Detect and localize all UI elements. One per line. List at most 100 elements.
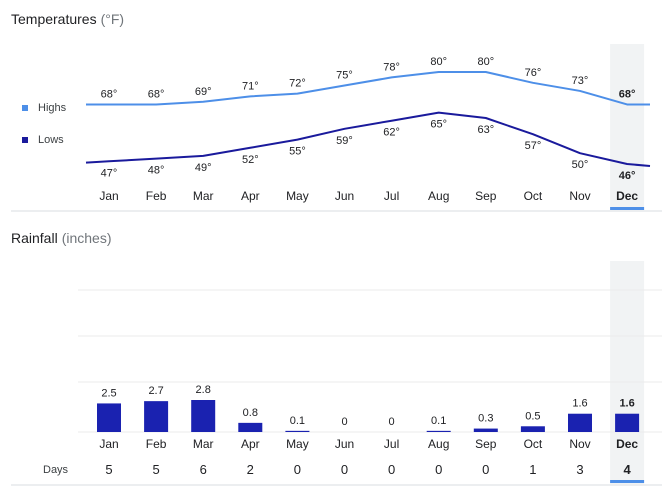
- days-label: Days: [43, 464, 69, 476]
- highs-line: [86, 71, 650, 106]
- rain-days-dec: 4: [623, 462, 631, 477]
- rain-days-feb: 5: [152, 462, 159, 477]
- lows-line: [85, 111, 651, 167]
- rain-label-jun: 0: [341, 416, 347, 428]
- rain-bar-apr: [238, 422, 263, 432]
- selected-month-underline-rain: [610, 480, 645, 483]
- rain-month-oct[interactable]: Oct: [524, 437, 543, 451]
- rain-label-jul: 0: [389, 416, 395, 428]
- high-label-jul: 78°: [383, 61, 400, 73]
- temp-month-feb[interactable]: Feb: [146, 189, 167, 203]
- lows-legend-swatch: [22, 137, 28, 143]
- rain-bar-oct: [520, 426, 545, 432]
- rain-label-apr: 0.8: [243, 407, 258, 419]
- low-label-dec: 46°: [619, 170, 636, 182]
- low-label-jan: 47°: [101, 167, 118, 179]
- selected-month-highlight-temp: [610, 44, 645, 210]
- low-label-oct: 57°: [525, 140, 542, 152]
- rain-bar-nov: [568, 413, 592, 432]
- rain-month-mar[interactable]: Mar: [193, 437, 214, 451]
- high-label-dec: 68°: [619, 88, 636, 100]
- high-label-apr: 71°: [242, 80, 259, 92]
- temperature-chart: 68° 68° 69° 71° 72° 75° 78° 80° 80° 76° 73° 68° 47° 4…: [85, 56, 651, 203]
- temperature-title: Temperatures (°F): [11, 11, 124, 27]
- rain-days-mar: 6: [200, 462, 207, 477]
- rain-month-jan[interactable]: Jan: [99, 437, 118, 451]
- rain-month-sep[interactable]: Sep: [475, 437, 497, 451]
- high-label-may: 72°: [289, 78, 306, 90]
- selected-month-highlight-rain: [610, 261, 645, 484]
- high-label-jan: 68°: [101, 88, 118, 100]
- rain-days-may: 0: [294, 462, 301, 477]
- rain-label-may: 0.1: [290, 415, 305, 427]
- rain-month-nov[interactable]: Nov: [569, 437, 590, 451]
- high-label-feb: 68°: [148, 88, 165, 100]
- rain-label-dec: 1.6: [619, 398, 634, 410]
- rain-label-mar: 2.8: [196, 384, 211, 396]
- rain-bar-feb: [144, 401, 169, 432]
- rain-days-apr: 2: [247, 462, 254, 477]
- temp-month-sep[interactable]: Sep: [475, 189, 497, 203]
- temp-month-aug[interactable]: Aug: [428, 189, 449, 203]
- rain-label-feb: 2.7: [148, 385, 163, 397]
- temp-month-mar[interactable]: Mar: [193, 189, 214, 203]
- rain-days-jul: 0: [388, 462, 395, 477]
- rain-bar-dec: [615, 413, 640, 432]
- rain-bar-mar: [191, 400, 216, 432]
- rain-label-aug: 0.1: [431, 415, 446, 427]
- rain-bar-may: [285, 430, 310, 432]
- high-label-nov: 73°: [572, 75, 589, 87]
- rain-days-sep: 0: [482, 462, 489, 477]
- rain-month-may[interactable]: May: [286, 437, 309, 451]
- low-label-nov: 50°: [572, 159, 589, 171]
- temperature-legend: Highs Lows: [22, 102, 67, 146]
- rain-days-oct: 1: [529, 462, 536, 477]
- highs-legend-swatch: [22, 105, 28, 111]
- high-label-aug: 80°: [430, 56, 447, 68]
- temp-month-nov[interactable]: Nov: [569, 189, 590, 203]
- rain-label-nov: 1.6: [572, 398, 587, 410]
- rain-days-jan: 5: [105, 462, 112, 477]
- high-label-mar: 69°: [195, 86, 212, 98]
- low-label-aug: 65°: [430, 119, 447, 131]
- rain-month-feb[interactable]: Feb: [146, 437, 167, 451]
- low-label-apr: 52°: [242, 154, 259, 166]
- highs-legend-label: Highs: [38, 102, 67, 114]
- low-label-jul: 62°: [383, 127, 400, 139]
- temp-month-apr[interactable]: Apr: [241, 189, 260, 203]
- rainfall-gridlines: [78, 289, 662, 433]
- temp-month-jan[interactable]: Jan: [99, 189, 118, 203]
- high-label-jun: 75°: [336, 70, 353, 82]
- high-label-sep: 80°: [477, 56, 494, 68]
- rain-days-nov: 3: [576, 462, 583, 477]
- low-label-feb: 48°: [148, 165, 165, 177]
- rain-days-aug: 0: [435, 462, 442, 477]
- rain-month-jun[interactable]: Jun: [335, 437, 354, 451]
- rain-label-oct: 0.5: [525, 410, 540, 422]
- rain-bar-aug: [426, 430, 451, 432]
- temp-month-jul[interactable]: Jul: [384, 189, 399, 203]
- low-label-mar: 49°: [195, 162, 212, 174]
- rain-days-jun: 0: [341, 462, 348, 477]
- rain-month-apr[interactable]: Apr: [241, 437, 260, 451]
- rain-month-dec[interactable]: Dec: [616, 437, 638, 451]
- rain-days-row: 5 5 6 2 0 0 0 0 0 1 3 4: [105, 462, 631, 477]
- temp-month-dec[interactable]: Dec: [616, 189, 638, 203]
- temp-month-may[interactable]: May: [286, 189, 309, 203]
- rain-bar-sep: [473, 428, 498, 432]
- rain-label-jan: 2.5: [101, 387, 116, 399]
- selected-month-underline-temp: [610, 207, 645, 210]
- rainfall-chart: 2.5 2.7 2.8 0.8 0.1 0 0 0.1 0.3 0.5 1.6 1.6 Jan Feb Ma…: [97, 384, 640, 451]
- temp-month-oct[interactable]: Oct: [524, 189, 543, 203]
- temp-month-jun[interactable]: Jun: [335, 189, 354, 203]
- rain-label-sep: 0.3: [478, 413, 493, 425]
- rain-bar-jan: [97, 403, 121, 432]
- rain-month-jul[interactable]: Jul: [384, 437, 399, 451]
- rain-month-aug[interactable]: Aug: [428, 437, 449, 451]
- low-label-sep: 63°: [477, 124, 494, 136]
- low-label-jun: 59°: [336, 135, 353, 147]
- lows-legend-label: Lows: [38, 134, 64, 146]
- low-label-may: 55°: [289, 146, 306, 158]
- high-label-oct: 76°: [525, 67, 542, 79]
